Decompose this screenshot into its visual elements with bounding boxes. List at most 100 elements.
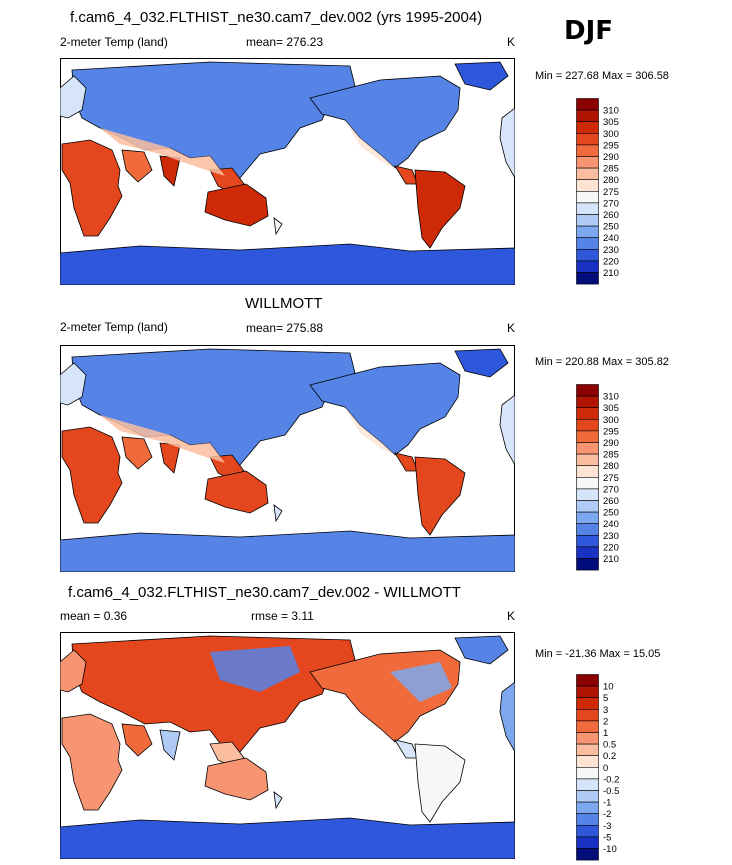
panel-1-mean: mean= 276.23 (246, 35, 324, 49)
colorbar-box (576, 179, 599, 192)
map-region-green (454, 635, 509, 665)
colorbar-box (576, 191, 599, 204)
panel-3-map (60, 632, 515, 859)
colorbar-box (576, 500, 599, 513)
colorbar-tick-label: 280 (603, 175, 619, 186)
map-region-austr (204, 183, 269, 227)
colorbar-tick-label: -5 (603, 832, 611, 843)
map-region-ant (60, 817, 515, 859)
colorbar-tick-label: 300 (603, 129, 619, 140)
colorbar-box (576, 546, 599, 559)
colorbar-box (576, 511, 599, 525)
colorbar-tick-label: 220 (603, 256, 619, 267)
colorbar-box (576, 144, 599, 157)
colorbar-box (576, 430, 599, 443)
colorbar-box (576, 535, 599, 548)
colorbar-box (576, 558, 599, 571)
panel-2-map (60, 345, 515, 572)
map-accent-siberia (210, 646, 300, 692)
colorbar-tick-label: -1 (603, 798, 611, 809)
colorbar-tick-label: 250 (603, 508, 619, 519)
map-region-africa (61, 139, 123, 237)
colorbar-tick-label: 230 (603, 531, 619, 542)
colorbar-box (576, 156, 599, 169)
map-region-euroR (499, 107, 515, 179)
colorbar-tick-label: 285 (603, 164, 619, 175)
colorbar-tick-label: 260 (603, 496, 619, 507)
map-region-samer (414, 456, 466, 536)
colorbar-tick-label: 310 (603, 392, 619, 403)
panel-1-minmax: Min = 227.68 Max = 306.58 (535, 70, 669, 82)
map-accent-canada (390, 662, 452, 702)
panel-3-rmse: rmse = 3.11 (251, 609, 314, 623)
map-region-arabia (121, 436, 153, 470)
colorbar-box (576, 109, 599, 123)
colorbar-box (576, 249, 599, 262)
colorbar-box (576, 214, 599, 227)
map-region-samer (414, 743, 466, 823)
colorbar-tick-label: 0.5 (603, 740, 616, 751)
map-region-nz (273, 217, 283, 236)
colorbar-tick-label: 3 (603, 705, 608, 716)
map-region-austr (204, 470, 269, 514)
colorbar-box (576, 237, 599, 250)
colorbar-tick-label: -0.2 (603, 774, 619, 785)
map-region-green (454, 61, 509, 91)
colorbar-box (576, 755, 599, 768)
colorbar-box (576, 395, 599, 409)
map-region-samer (414, 169, 466, 249)
colorbar-box (576, 720, 599, 733)
colorbar-tick-label: 240 (603, 519, 619, 530)
panel-2-units: K (507, 321, 516, 335)
map-region-europe (60, 649, 87, 693)
colorbar-tick-label: -0.5 (603, 786, 619, 797)
colorbar-tick-label: 2 (603, 716, 608, 727)
colorbar-box (576, 418, 599, 432)
colorbar-box (576, 488, 599, 501)
colorbar-box (576, 121, 599, 134)
colorbar-tick-label: 305 (603, 403, 619, 414)
map-region-africa (61, 426, 123, 524)
map-region-nz (273, 504, 283, 523)
colorbar-tick-label: 285 (603, 450, 619, 461)
colorbar-box (576, 98, 599, 111)
colorbar-tick-label: 210 (603, 554, 619, 565)
colorbar-box (576, 260, 599, 273)
season-label: DJF (564, 16, 614, 46)
colorbar-box (576, 407, 599, 420)
panel-2-mean: mean= 275.88 (246, 321, 324, 335)
colorbar-tick-label: 0 (603, 763, 608, 774)
map-region-africa (61, 713, 123, 811)
colorbar-tick-label: 300 (603, 415, 619, 426)
colorbar-box (576, 167, 599, 180)
map-region-austr (204, 757, 269, 801)
colorbar-box (576, 442, 599, 455)
colorbar-tick-label: 280 (603, 461, 619, 472)
map-accent-tropics-asia (100, 415, 225, 463)
colorbar-tick-label: 230 (603, 245, 619, 256)
colorbar-box (576, 790, 599, 803)
colorbar-box (576, 674, 599, 687)
colorbar-tick-label: 250 (603, 222, 619, 233)
panel-2-minmax: Min = 220.88 Max = 305.82 (535, 356, 669, 368)
map-region-europe (60, 75, 87, 119)
colorbar-tick-label: 275 (603, 187, 619, 198)
colorbar-box (576, 732, 599, 745)
colorbar-box (576, 132, 599, 146)
colorbar-box (576, 743, 599, 756)
map-region-euroR (499, 681, 515, 753)
colorbar-box (576, 202, 599, 215)
colorbar-box (576, 685, 599, 699)
map-region-ant (60, 243, 515, 285)
map-accent-tropics-asia (100, 128, 225, 176)
panel-1-map (60, 58, 515, 285)
colorbar-box (576, 465, 599, 478)
colorbar-tick-label: 310 (603, 106, 619, 117)
colorbar-tick-label: 5 (603, 693, 608, 704)
colorbar-tick-label: 295 (603, 140, 619, 151)
colorbar-tick-label: 1 (603, 728, 608, 739)
panel-2-variable: 2-meter Temp (land) (60, 320, 168, 334)
colorbar-tick-label: 290 (603, 438, 619, 449)
colorbar-tick-label: 270 (603, 198, 619, 209)
colorbar-tick-label: 295 (603, 426, 619, 437)
